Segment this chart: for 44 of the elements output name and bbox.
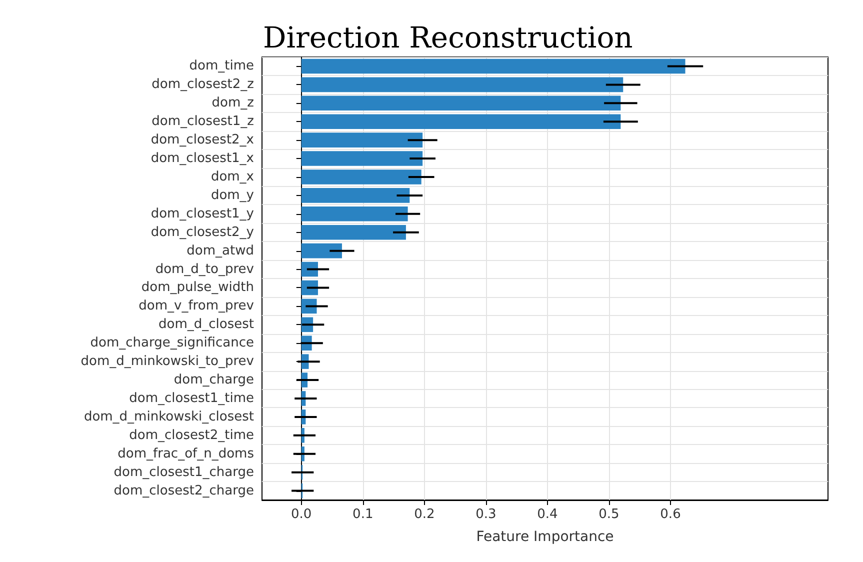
bar [301,132,423,148]
bar [301,188,410,203]
bar [301,151,423,166]
bar [301,170,422,184]
y-tick-label: dom_closest1_z [152,114,254,130]
y-tick-label: dom_z [212,96,254,111]
y-tick-label: dom_y [210,188,254,203]
y-tick-label: dom_charge_significance [90,336,254,351]
y-tick-label: dom_closest1_x [150,151,254,166]
bar [301,96,621,111]
bar [301,224,406,240]
bar [301,77,624,92]
bar [301,58,686,74]
y-tick-label: dom_x [210,169,254,184]
bar [301,114,621,129]
y-tick-label: dom_charge [174,372,254,388]
y-tick-label: dom_frac_of_n_doms [118,446,254,462]
y-tick-label: dom_closest1_time [129,390,254,406]
bar [301,206,408,222]
y-tick-label: dom_v_from_prev [138,298,254,314]
y-tick-label: dom_closest2_time [129,428,254,443]
y-tick-label: dom_time [189,58,254,74]
x-tick-label: 0.3 [476,507,496,522]
y-tick-label: dom_closest1_y [150,206,254,222]
x-tick-label: 0.1 [352,507,374,522]
y-tick-label: dom_closest2_y [150,224,254,240]
x-tick-label: 0.4 [537,507,558,522]
y-tick-label: dom_d_minkowski_closest [84,409,254,424]
chart-title: Direction Reconstruction [263,20,633,54]
y-tick-label: dom_closest1_charge [114,464,254,480]
y-tick-label: dom_closest2_charge [114,483,254,498]
y-tick-label: dom_pulse_width [141,280,254,296]
bar [301,243,342,258]
x-tick-label: 0.2 [414,507,435,522]
y-tick-label: dom_d_minkowski_to_prev [80,354,254,370]
y-tick-label: dom_d_to_prev [155,262,254,277]
y-tick-label: dom_d_closest [158,317,254,332]
x-tick-label: 0.6 [660,507,681,522]
y-tick-label: dom_closest2_z [152,77,254,92]
x-tick-label: 0.5 [598,507,620,522]
x-tick-label: 0.0 [291,507,312,522]
y-tick-label: dom_atwd [186,243,254,258]
x-axis-title: Feature Importance [476,529,614,545]
y-tick-label: dom_closest2_x [150,132,254,148]
